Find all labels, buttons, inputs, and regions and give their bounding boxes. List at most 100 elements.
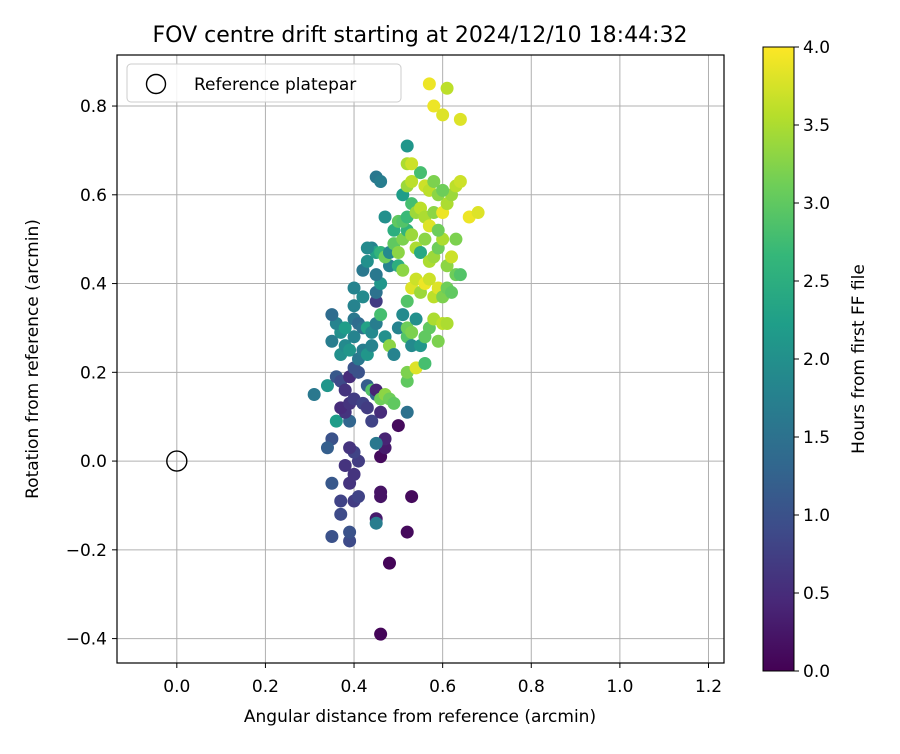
colorbar-gradient <box>762 46 795 672</box>
x-axis-ticks: 0.0 0.2 0.4 0.6 0.8 1.0 1.2 <box>163 663 722 697</box>
data-point <box>436 183 450 197</box>
data-points <box>307 77 485 641</box>
data-point <box>365 414 379 428</box>
colorbar-ticks: 0.0 0.5 1.0 1.5 2.0 2.5 3.0 3.5 4.0 <box>794 38 830 682</box>
data-point <box>405 325 419 339</box>
colorbar-tick-label: 0.0 <box>803 662 830 682</box>
data-point <box>347 299 361 313</box>
data-point <box>374 308 388 322</box>
data-point <box>453 268 467 282</box>
data-point <box>325 530 339 544</box>
data-point <box>400 139 414 153</box>
data-point <box>427 99 441 113</box>
chart-title: FOV centre drift starting at 2024/12/10 … <box>153 23 688 48</box>
data-point <box>449 232 463 246</box>
colorbar-tick-label: 3.0 <box>803 194 830 214</box>
data-point <box>453 112 467 126</box>
colorbar-tick-label: 1.5 <box>803 428 830 448</box>
data-point <box>365 339 379 353</box>
data-point <box>396 308 410 322</box>
data-point <box>387 396 401 410</box>
data-point <box>414 245 427 259</box>
y-tick-label: 0.6 <box>80 186 107 206</box>
colorbar-label: Hours from first FF file <box>849 264 869 454</box>
y-tick-label: 0.0 <box>80 452 107 472</box>
data-point <box>418 356 432 370</box>
x-tick-label: 0.8 <box>518 677 545 697</box>
data-point <box>347 330 361 344</box>
data-point <box>422 77 436 91</box>
data-point <box>431 223 445 237</box>
grid-lines <box>117 55 724 663</box>
data-point <box>325 308 339 322</box>
data-point <box>347 467 361 481</box>
data-point <box>436 108 450 122</box>
data-point <box>378 210 392 224</box>
y-tick-label: 0.4 <box>80 275 107 295</box>
data-point <box>351 490 365 504</box>
data-point <box>343 525 357 539</box>
x-tick-label: 1.2 <box>695 677 722 697</box>
legend-marker-icon <box>145 73 167 95</box>
data-point <box>405 174 419 188</box>
data-point <box>334 494 348 508</box>
y-axis-ticks: −0.4 −0.2 0.0 0.2 0.4 0.6 0.8 <box>66 97 117 650</box>
data-point <box>405 157 419 171</box>
colorbar: 0.0 0.5 1.0 1.5 2.0 2.5 3.0 3.5 4.0 Hours from f… <box>762 38 869 682</box>
data-point <box>347 281 361 295</box>
data-point <box>396 263 410 277</box>
data-point <box>343 441 357 455</box>
colorbar-tick-label: 2.5 <box>803 272 830 292</box>
data-point <box>427 174 441 188</box>
reference-marker <box>166 450 188 472</box>
colorbar-tick-label: 4.0 <box>803 38 830 58</box>
y-tick-label: −0.2 <box>66 541 107 561</box>
data-point <box>374 174 388 188</box>
data-point <box>405 228 419 242</box>
data-point <box>369 268 383 282</box>
data-point <box>453 174 467 188</box>
data-point <box>400 294 414 308</box>
y-tick-label: 0.2 <box>80 363 107 383</box>
x-tick-label: 0.0 <box>163 677 190 697</box>
data-point <box>374 627 388 641</box>
data-point <box>440 316 454 330</box>
data-point <box>334 507 348 521</box>
x-tick-label: 0.4 <box>341 677 368 697</box>
data-point <box>360 401 374 415</box>
data-point <box>338 383 352 397</box>
data-point <box>387 348 401 362</box>
x-tick-label: 1.0 <box>606 677 633 697</box>
reference-point <box>166 450 188 472</box>
x-axis-label: Angular distance from reference (arcmin) <box>244 707 596 727</box>
data-point <box>445 250 459 264</box>
data-point <box>325 334 339 348</box>
data-point <box>338 321 352 335</box>
data-point <box>440 81 454 95</box>
data-point <box>400 525 414 539</box>
data-point <box>320 441 334 455</box>
data-point <box>307 388 321 402</box>
legend-box <box>126 63 402 103</box>
y-axis-label: Rotation from reference (arcmin) <box>23 219 43 499</box>
data-point <box>338 459 352 473</box>
legend: Reference platepar <box>126 63 402 103</box>
data-point <box>360 241 374 255</box>
data-point <box>369 516 383 530</box>
legend-label: Reference platepar <box>194 75 356 95</box>
plot-frame <box>116 54 725 664</box>
y-tick-label: 0.8 <box>80 97 107 117</box>
colorbar-tick-label: 3.5 <box>803 116 830 136</box>
colorbar-tick-label: 0.5 <box>803 584 830 604</box>
data-point <box>405 490 419 504</box>
data-point <box>329 414 343 428</box>
data-point <box>391 419 405 433</box>
data-point <box>391 245 405 259</box>
data-point <box>409 312 423 326</box>
x-tick-label: 0.6 <box>429 677 456 697</box>
data-point <box>418 232 432 246</box>
colorbar-tick-label: 2.0 <box>803 350 830 370</box>
data-point <box>325 476 339 490</box>
x-tick-label: 0.2 <box>252 677 279 697</box>
